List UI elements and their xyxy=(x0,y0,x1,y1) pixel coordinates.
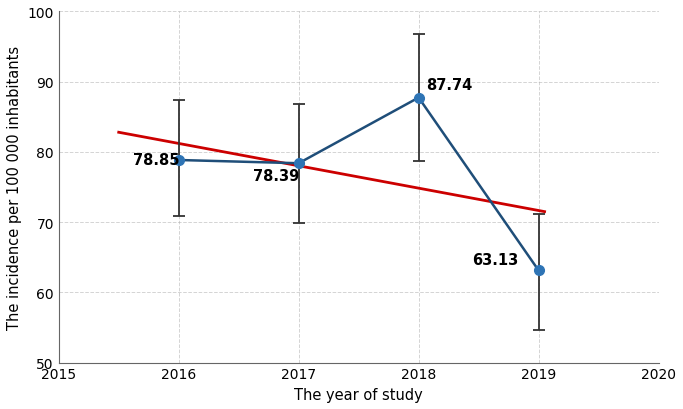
Text: 78.85: 78.85 xyxy=(133,153,180,168)
Y-axis label: The incidence per 100 000 inhabitants: The incidence per 100 000 inhabitants xyxy=(7,46,22,329)
Text: 87.74: 87.74 xyxy=(426,78,472,93)
Text: 63.13: 63.13 xyxy=(473,253,519,268)
Text: 78.39: 78.39 xyxy=(253,169,299,184)
X-axis label: The year of study: The year of study xyxy=(294,387,423,402)
